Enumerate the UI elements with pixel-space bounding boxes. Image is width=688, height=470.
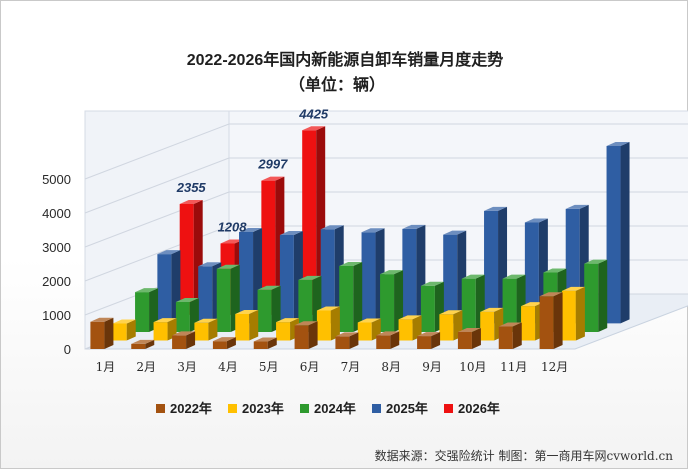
legend-swatch xyxy=(156,404,165,413)
bar xyxy=(461,274,485,332)
bar xyxy=(316,306,340,341)
x-category-label: 10月 xyxy=(459,360,486,374)
x-category-label: 3月 xyxy=(177,360,197,374)
legend-swatch xyxy=(300,404,309,413)
bar xyxy=(135,288,159,332)
bar xyxy=(90,317,114,349)
bar xyxy=(439,310,463,341)
source-note: 数据来源：交强险统计 制图：第一商用车网cvworld.cn xyxy=(375,448,674,463)
y-tick-label: 0 xyxy=(64,342,71,357)
data-label: 4425 xyxy=(298,106,329,121)
y-tick-label: 2000 xyxy=(42,274,71,289)
bar xyxy=(320,225,344,324)
bar xyxy=(157,250,181,324)
y-tick-label: 3000 xyxy=(42,240,71,255)
bar xyxy=(398,315,422,341)
x-category-label: 7月 xyxy=(341,360,361,374)
bar xyxy=(606,141,630,324)
bar xyxy=(279,231,303,324)
chart-bars xyxy=(90,126,630,349)
legend-label: 2025年 xyxy=(386,401,428,416)
bar xyxy=(212,337,236,349)
bar xyxy=(584,259,608,332)
x-category-label: 11月 xyxy=(500,360,527,374)
bar xyxy=(131,339,155,349)
y-tick-label: 5000 xyxy=(42,172,71,187)
legend-label: 2022年 xyxy=(170,401,212,416)
x-axis-categories: 1月 2月 3月 4月 5月 6月 7月 8月 9月 10月 11月 12月 xyxy=(96,360,569,374)
bar xyxy=(539,292,563,349)
bar xyxy=(457,328,481,349)
bar xyxy=(194,318,218,341)
data-label: 2997 xyxy=(257,157,288,172)
data-labels: 2355 1208 2997 4425 xyxy=(176,106,329,234)
x-category-label: 4月 xyxy=(218,360,238,374)
legend-label: 2023年 xyxy=(242,401,284,416)
bar xyxy=(335,332,359,349)
data-label: 1208 xyxy=(218,220,248,235)
chart-subtitle: （单位：辆） xyxy=(289,75,385,94)
bar xyxy=(380,270,404,332)
bar xyxy=(253,337,277,349)
x-category-label: 1月 xyxy=(96,360,116,374)
x-category-label: 2月 xyxy=(136,360,156,374)
legend: 2022年 2023年 2024年 2025年 2026年 xyxy=(156,401,500,416)
bar xyxy=(498,322,522,349)
x-category-label: 12月 xyxy=(541,360,568,374)
bar xyxy=(376,331,400,349)
bar xyxy=(112,319,136,341)
chart-title: 2022-2026年国内新能源自卸车销量月度走势 xyxy=(187,50,504,69)
bar xyxy=(339,261,363,332)
bar xyxy=(235,309,259,341)
legend-label: 2026年 xyxy=(458,401,500,416)
y-tick-label: 4000 xyxy=(42,206,71,221)
bar xyxy=(302,126,326,315)
bar xyxy=(417,332,441,349)
x-category-label: 6月 xyxy=(300,360,320,374)
gridline xyxy=(84,157,230,214)
bar xyxy=(257,285,281,332)
data-label: 2355 xyxy=(176,180,207,195)
legend-label: 2024年 xyxy=(314,401,356,416)
bar xyxy=(294,321,318,349)
y-tick-label: 1000 xyxy=(42,308,71,323)
bar xyxy=(561,286,585,341)
bar xyxy=(216,264,240,332)
x-category-label: 5月 xyxy=(259,360,279,374)
x-category-label: 8月 xyxy=(381,360,401,374)
legend-swatch xyxy=(444,404,453,413)
x-category-label: 9月 xyxy=(422,360,442,374)
gridline xyxy=(84,123,230,180)
legend-swatch xyxy=(372,404,381,413)
bar xyxy=(172,331,196,349)
bar xyxy=(298,275,322,332)
legend-swatch xyxy=(228,404,237,413)
gridline xyxy=(84,225,230,282)
gridline xyxy=(84,191,230,248)
